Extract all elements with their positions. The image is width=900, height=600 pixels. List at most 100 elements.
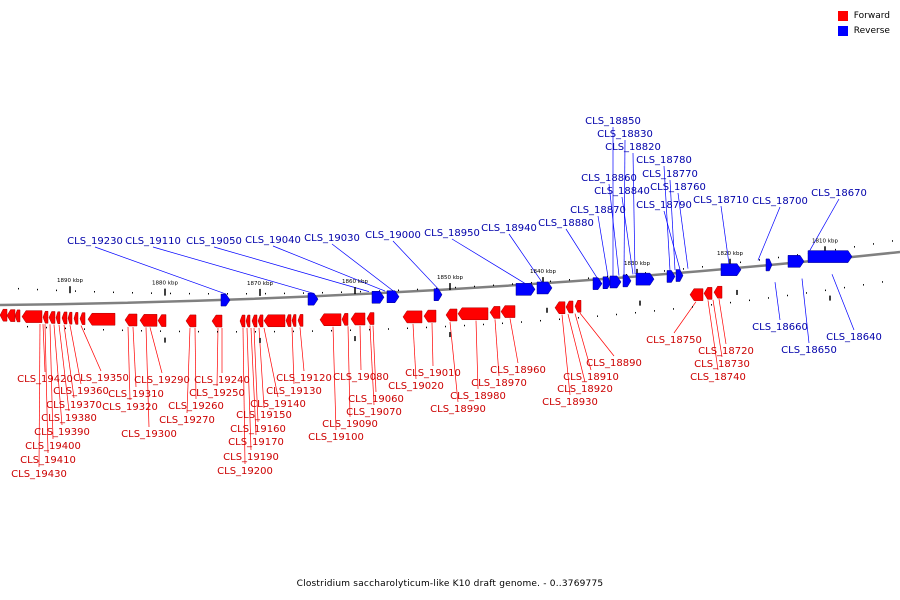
forward-gene-label[interactable]: CLS_18920	[557, 384, 613, 395]
forward-gene-arrow[interactable]	[239, 314, 246, 328]
reverse-gene-arrow[interactable]	[307, 292, 319, 306]
forward-gene-label[interactable]: CLS_19430	[11, 469, 67, 480]
forward-gene-label[interactable]: CLS_19170	[228, 437, 284, 448]
reverse-gene-arrow[interactable]	[592, 277, 603, 290]
forward-gene-label[interactable]: CLS_18960	[490, 365, 546, 376]
reverse-gene-label[interactable]: CLS_18670	[811, 188, 867, 199]
forward-gene-label[interactable]: CLS_19350	[73, 373, 129, 384]
forward-gene-label[interactable]: CLS_19260	[168, 401, 224, 412]
forward-gene-label[interactable]: CLS_19420	[17, 374, 73, 385]
forward-gene-arrow[interactable]	[124, 313, 138, 327]
forward-gene-label[interactable]: CLS_19410	[20, 455, 76, 466]
forward-gene-arrow[interactable]	[457, 307, 489, 321]
reverse-gene-label[interactable]: CLS_18660	[752, 322, 808, 333]
forward-gene-arrow[interactable]	[574, 300, 582, 313]
reverse-gene-arrow[interactable]	[220, 293, 231, 307]
forward-gene-arrow[interactable]	[73, 312, 79, 325]
forward-gene-arrow[interactable]	[257, 314, 264, 328]
forward-gene-label[interactable]: CLS_18980	[450, 391, 506, 402]
forward-gene-arrow[interactable]	[285, 314, 292, 327]
forward-gene-arrow[interactable]	[341, 313, 349, 326]
forward-gene-arrow[interactable]	[291, 314, 297, 327]
reverse-gene-arrow[interactable]	[609, 275, 622, 289]
forward-gene-arrow[interactable]	[366, 312, 375, 325]
forward-gene-label[interactable]: CLS_19360	[53, 386, 109, 397]
forward-gene-arrow[interactable]	[48, 311, 56, 324]
forward-gene-label[interactable]: CLS_19090	[322, 419, 378, 430]
forward-gene-label[interactable]: CLS_18990	[430, 404, 486, 415]
forward-gene-arrow[interactable]	[445, 308, 458, 322]
forward-gene-label[interactable]: CLS_19250	[189, 388, 245, 399]
forward-gene-arrow[interactable]	[689, 288, 704, 301]
forward-gene-label[interactable]: CLS_18930	[542, 397, 598, 408]
forward-gene-label[interactable]: CLS_19390	[34, 427, 90, 438]
forward-gene-label[interactable]: CLS_19100	[308, 432, 364, 443]
forward-gene-label[interactable]: CLS_19300	[121, 429, 177, 440]
reverse-gene-label[interactable]: CLS_18860	[581, 173, 637, 184]
forward-gene-arrow[interactable]	[297, 314, 304, 327]
reverse-gene-arrow[interactable]	[433, 288, 443, 301]
forward-gene-arrow[interactable]	[14, 309, 21, 323]
reverse-gene-arrow[interactable]	[371, 291, 385, 304]
forward-gene-arrow[interactable]	[67, 311, 73, 325]
forward-gene-arrow[interactable]	[350, 312, 366, 326]
forward-gene-label[interactable]: CLS_19020	[388, 381, 444, 392]
reverse-gene-arrow[interactable]	[666, 270, 676, 283]
forward-gene-label[interactable]: CLS_19290	[134, 375, 190, 386]
forward-gene-label[interactable]: CLS_19310	[108, 389, 164, 400]
gene-arrows[interactable]	[0, 250, 853, 328]
reverse-gene-arrow[interactable]	[602, 276, 612, 290]
forward-gene-arrow[interactable]	[423, 309, 437, 323]
reverse-gene-arrow[interactable]	[515, 283, 536, 296]
reverse-gene-label[interactable]: CLS_18790	[636, 200, 692, 211]
forward-gene-label[interactable]: CLS_19080	[333, 372, 389, 383]
forward-gene-label[interactable]: CLS_18890	[586, 358, 642, 369]
forward-gene-arrow[interactable]	[6, 309, 16, 322]
reverse-gene-label[interactable]: CLS_18880	[538, 218, 594, 229]
forward-gene-label[interactable]: CLS_19380	[41, 413, 97, 424]
reverse-gene-label[interactable]: CLS_18650	[781, 345, 837, 356]
reverse-gene-label[interactable]: CLS_18640	[826, 332, 882, 343]
reverse-gene-arrow[interactable]	[622, 274, 632, 288]
forward-gene-arrow[interactable]	[500, 305, 516, 318]
forward-gene-arrow[interactable]	[245, 314, 251, 328]
reverse-gene-label[interactable]: CLS_18850	[585, 116, 641, 127]
forward-gene-label[interactable]: CLS_19010	[405, 368, 461, 379]
reverse-gene-label[interactable]: CLS_18820	[605, 142, 661, 153]
forward-gene-label[interactable]: CLS_19070	[346, 407, 402, 418]
forward-gene-arrow[interactable]	[554, 301, 566, 315]
reverse-gene-label[interactable]: CLS_19110	[125, 236, 181, 247]
forward-gene-arrow[interactable]	[157, 314, 167, 327]
forward-gene-label[interactable]: CLS_18730	[694, 359, 750, 370]
reverse-gene-arrow[interactable]	[536, 281, 553, 295]
reverse-gene-label[interactable]: CLS_18780	[636, 155, 692, 166]
forward-gene-label[interactable]: CLS_19120	[276, 373, 332, 384]
forward-gene-arrow[interactable]	[139, 314, 158, 327]
reverse-gene-label[interactable]: CLS_18870	[570, 205, 626, 216]
reverse-gene-label[interactable]: CLS_19040	[245, 235, 301, 246]
forward-gene-label[interactable]: CLS_19240	[194, 375, 250, 386]
forward-gene-label[interactable]: CLS_19320	[102, 402, 158, 413]
forward-gene-label[interactable]: CLS_19130	[266, 386, 322, 397]
forward-gene-arrow[interactable]	[402, 310, 423, 324]
forward-gene-label[interactable]: CLS_18750	[646, 335, 702, 346]
forward-gene-arrow[interactable]	[0, 308, 8, 322]
forward-gene-arrow[interactable]	[703, 287, 713, 300]
forward-gene-arrow[interactable]	[565, 300, 574, 314]
reverse-gene-arrow[interactable]	[787, 255, 805, 268]
forward-gene-label[interactable]: CLS_18910	[563, 372, 619, 383]
forward-gene-arrow[interactable]	[319, 313, 342, 326]
forward-gene-arrow[interactable]	[251, 314, 258, 328]
reverse-gene-arrow[interactable]	[635, 272, 655, 286]
reverse-gene-label[interactable]: CLS_18950	[424, 228, 480, 239]
reverse-gene-arrow[interactable]	[720, 263, 742, 276]
forward-gene-arrow[interactable]	[489, 306, 501, 319]
forward-gene-label[interactable]: CLS_19200	[217, 466, 273, 477]
forward-gene-label[interactable]: CLS_18970	[471, 378, 527, 389]
reverse-gene-label[interactable]: CLS_18700	[752, 196, 808, 207]
reverse-gene-arrow[interactable]	[386, 290, 400, 303]
reverse-gene-label[interactable]: CLS_18830	[597, 129, 653, 140]
forward-gene-label[interactable]: CLS_19150	[236, 410, 292, 421]
forward-gene-label[interactable]: CLS_18740	[690, 372, 746, 383]
reverse-gene-label[interactable]: CLS_18760	[650, 182, 706, 193]
